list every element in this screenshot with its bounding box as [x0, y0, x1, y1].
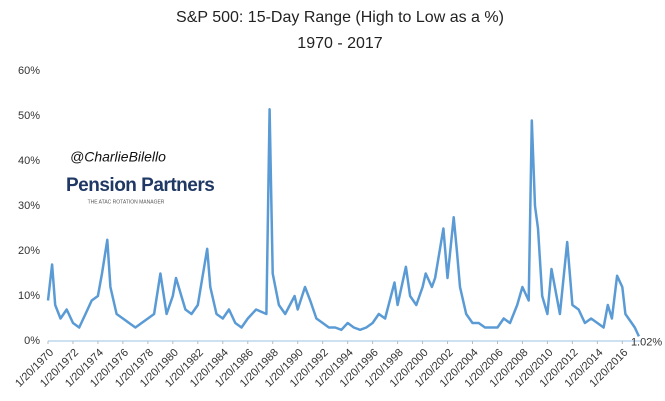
line: [46, 108, 641, 337]
chart-subtitle: 1970 - 2017: [297, 35, 383, 52]
y-tick-label: 60%: [18, 65, 40, 77]
chart-title: S&P 500: 15-Day Range (High to Low as a …: [176, 9, 504, 26]
y-tick-label: 50%: [18, 110, 40, 122]
logo-tagline: THE ATAC ROTATION MANAGER: [88, 199, 165, 205]
y-tick-label: 20%: [18, 245, 40, 257]
y-tick-label: 30%: [18, 200, 40, 212]
y-tick-label: 40%: [18, 155, 40, 167]
watermark: @CharlieBilello: [70, 149, 166, 165]
logo: Pension Partners: [66, 175, 214, 196]
annotation: 1.02%: [631, 336, 662, 348]
y-tick-label: 10%: [18, 290, 40, 302]
y-tick-label: 0%: [24, 335, 40, 347]
